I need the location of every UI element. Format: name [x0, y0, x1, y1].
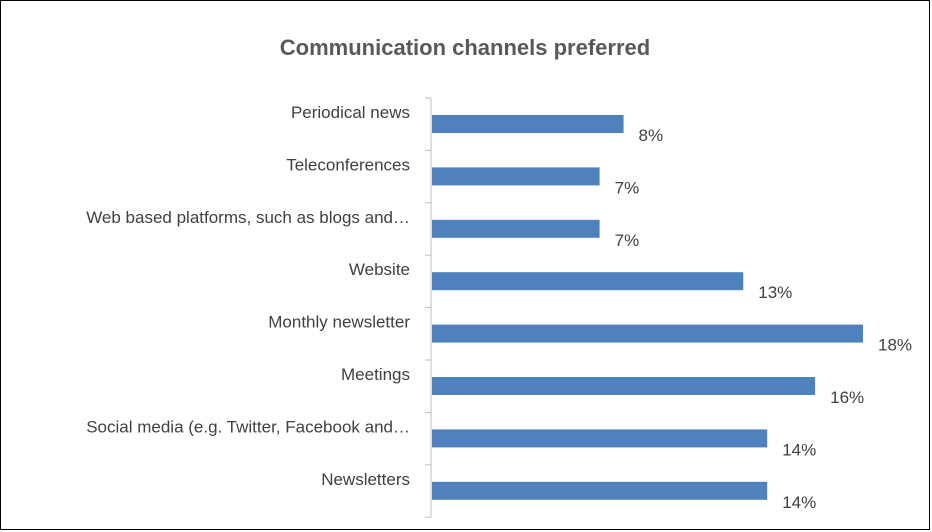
bar [432, 272, 744, 291]
bar [432, 167, 600, 186]
data-label: 8% [639, 126, 664, 145]
data-label: 13% [758, 283, 792, 302]
category-label: Meetings [341, 365, 410, 384]
data-label: 7% [615, 178, 640, 197]
category-label: Periodical news [291, 103, 410, 122]
data-label: 14% [782, 440, 816, 459]
bar [432, 219, 600, 238]
bar [432, 324, 863, 343]
data-label: 14% [782, 493, 816, 512]
bar [432, 481, 768, 500]
data-label: 18% [878, 336, 912, 355]
data-label: 16% [830, 388, 864, 407]
bar [432, 429, 768, 448]
category-label: Monthly newsletter [268, 313, 410, 332]
chart-title: Communication channels preferred [279, 35, 651, 60]
category-label: Web based platforms, such as blogs and… [86, 208, 410, 227]
category-label: Teleconferences [286, 155, 410, 174]
category-label: Website [349, 260, 410, 279]
bar [432, 377, 816, 395]
bar [432, 115, 624, 133]
data-label: 7% [615, 231, 640, 250]
category-label: Newsletters [321, 470, 410, 489]
category-label: Social media (e.g. Twitter, Facebook and… [86, 417, 410, 436]
